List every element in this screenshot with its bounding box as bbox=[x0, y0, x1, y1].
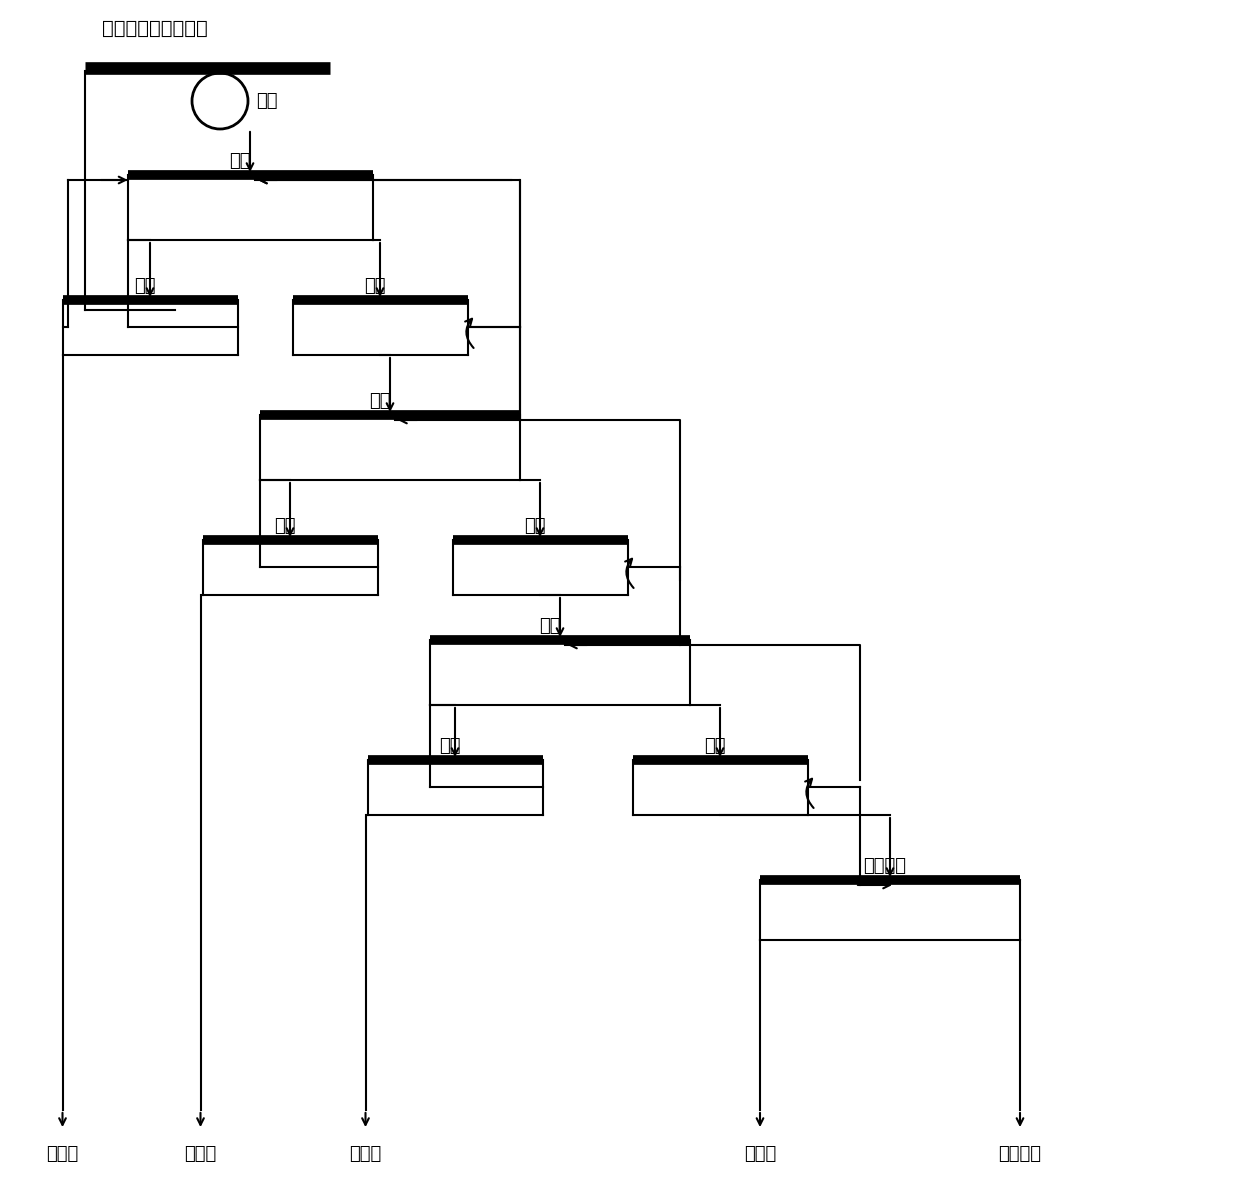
Text: 粗选: 粗选 bbox=[229, 152, 250, 170]
Text: 錨精矿: 錨精矿 bbox=[744, 1145, 776, 1163]
Text: 扫选: 扫选 bbox=[365, 277, 386, 295]
Text: 精选: 精选 bbox=[134, 277, 156, 295]
Text: 硫精矿: 硫精矿 bbox=[350, 1145, 382, 1163]
Text: 粗选: 粗选 bbox=[370, 392, 391, 409]
Text: 磨矿: 磨矿 bbox=[255, 92, 278, 110]
Text: 摇床重选: 摇床重选 bbox=[863, 857, 906, 876]
Text: 扫选: 扫选 bbox=[525, 517, 546, 535]
Text: 精选: 精选 bbox=[439, 738, 461, 755]
Text: 扫选: 扫选 bbox=[704, 738, 725, 755]
Text: 精选: 精选 bbox=[274, 517, 296, 535]
Text: 選錨尾矿: 選錨尾矿 bbox=[998, 1145, 1042, 1163]
Text: 含硫化矿的錨粗精矿: 含硫化矿的錨粗精矿 bbox=[102, 19, 208, 38]
Text: 铋精矿: 铋精矿 bbox=[185, 1145, 217, 1163]
Text: 铜精矿: 铜精矿 bbox=[46, 1145, 78, 1163]
Text: 粗选: 粗选 bbox=[539, 617, 560, 635]
